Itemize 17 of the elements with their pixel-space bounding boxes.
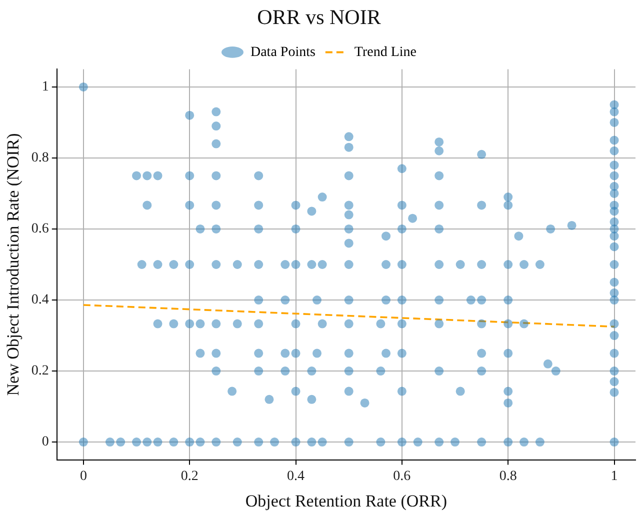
x-tick-label: 0.2: [180, 468, 198, 484]
x-tick-label: 0: [80, 468, 87, 484]
y-tick-label: 0.8: [31, 150, 49, 166]
y-tick-label: 0.6: [31, 222, 49, 237]
x-tick-label: 0.6: [393, 468, 411, 484]
y-tick-label: 0: [42, 434, 49, 450]
y-tick-label: 1: [42, 80, 49, 95]
x-axis-title: Object Retention Rate (ORR): [245, 491, 447, 510]
y-axis-title: New Object Introduction Rate (NOIR): [4, 133, 23, 396]
x-tick-label: 0.4: [287, 468, 305, 484]
chart-title: ORR vs NOIR: [257, 5, 381, 30]
legend-label: Data Points: [250, 44, 316, 60]
y-tick-label: 0.2: [31, 364, 49, 379]
legend-label: Trend Line: [354, 44, 417, 60]
x-tick-label: 0.8: [499, 468, 517, 484]
y-tick-label: 0.4: [31, 292, 49, 308]
x-tick-label: 1: [610, 468, 618, 484]
